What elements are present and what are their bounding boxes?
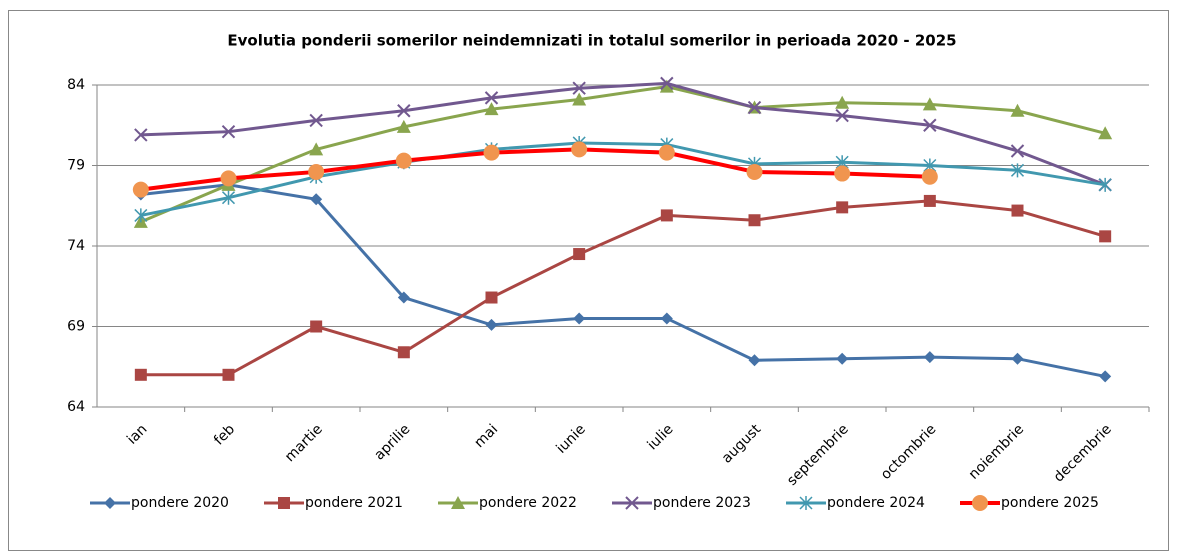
marker — [132, 181, 149, 198]
series — [134, 194, 1112, 381]
marker — [485, 318, 498, 331]
legend-marker — [451, 496, 465, 509]
marker — [573, 248, 586, 261]
marker — [748, 354, 761, 367]
legend-marker — [972, 495, 988, 511]
chart-title: Evolutia ponderii somerilor neindemnizat… — [227, 32, 956, 50]
marker — [660, 209, 673, 222]
marker — [659, 79, 674, 93]
legend-item: pondere 2020 — [90, 495, 229, 511]
marker — [397, 346, 410, 359]
marker — [1010, 144, 1025, 158]
marker — [310, 320, 323, 333]
marker — [397, 291, 410, 304]
marker — [748, 214, 761, 227]
marker — [1010, 163, 1025, 178]
marker — [572, 92, 587, 106]
marker — [922, 97, 937, 111]
marker — [220, 170, 237, 187]
marker — [134, 368, 147, 381]
series — [132, 141, 938, 198]
marker — [1011, 204, 1024, 217]
series-line — [140, 85, 1106, 224]
marker — [1099, 370, 1112, 383]
marker — [221, 124, 236, 139]
legend-marker — [799, 496, 813, 510]
legend-item: pondere 2024 — [786, 495, 925, 511]
marker — [746, 163, 763, 180]
marker — [660, 76, 674, 91]
marker — [923, 118, 937, 132]
marker — [571, 141, 588, 158]
y-tick-label: 64 — [67, 399, 85, 415]
marker — [836, 201, 849, 214]
marker — [834, 165, 851, 182]
y-tick-label: 74 — [67, 238, 85, 254]
y-tick-label: 69 — [67, 319, 85, 335]
marker — [308, 163, 325, 180]
marker — [310, 193, 323, 206]
marker — [658, 144, 675, 161]
legend-marker — [278, 497, 290, 509]
legend-label: pondere 2024 — [827, 495, 925, 511]
marker — [660, 312, 673, 325]
y-tick-label: 79 — [67, 158, 85, 174]
legend-label: pondere 2023 — [653, 495, 751, 511]
y-tick-label: 84 — [67, 77, 85, 93]
marker — [309, 113, 323, 128]
marker — [484, 102, 499, 116]
marker — [485, 291, 498, 304]
legend-marker — [104, 497, 116, 509]
marker — [1098, 177, 1112, 192]
marker — [134, 128, 148, 142]
marker — [923, 351, 936, 364]
marker — [921, 168, 938, 185]
chart-frame — [8, 10, 1169, 551]
marker — [309, 142, 324, 156]
marker — [221, 190, 236, 205]
marker — [836, 352, 849, 365]
legend-label: pondere 2021 — [305, 495, 403, 511]
marker — [747, 100, 762, 115]
marker — [484, 91, 499, 105]
marker — [835, 95, 850, 109]
series-line — [140, 141, 1106, 217]
marker — [397, 104, 411, 118]
marker — [1099, 230, 1112, 243]
legend-label: pondere 2025 — [1001, 495, 1099, 511]
legend-item: pondere 2025 — [960, 495, 1099, 511]
marker — [923, 194, 936, 207]
marker — [573, 312, 586, 325]
marker — [1098, 126, 1113, 140]
marker — [572, 81, 586, 95]
marker — [395, 152, 412, 169]
legend-item: pondere 2022 — [438, 495, 577, 511]
marker — [1011, 352, 1024, 365]
marker — [1010, 103, 1025, 117]
legend-label: pondere 2020 — [131, 495, 229, 511]
legend-marker — [625, 496, 639, 510]
marker — [483, 144, 500, 161]
legend-item: pondere 2023 — [612, 495, 751, 511]
legend-item: pondere 2021 — [264, 495, 403, 511]
series-line — [140, 199, 1106, 377]
series-line — [140, 81, 1106, 187]
legend-label: pondere 2022 — [479, 495, 577, 511]
marker — [134, 208, 148, 223]
series-line — [140, 183, 1106, 378]
marker — [396, 119, 411, 133]
marker — [835, 108, 849, 123]
series-line — [140, 147, 930, 192]
marker — [222, 368, 235, 381]
